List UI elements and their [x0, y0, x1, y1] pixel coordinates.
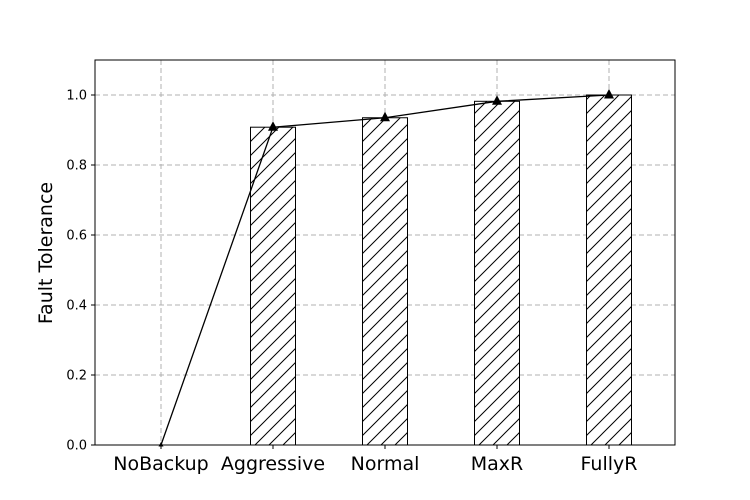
- bars: [250, 94, 632, 446]
- bar-fullyr: [586, 94, 632, 446]
- bar-aggressive: [250, 126, 296, 446]
- bar-maxr: [474, 100, 520, 446]
- y-tick-label: 0.2: [66, 369, 87, 384]
- axes: 0.0 0.2 0.4 0.6 0.8 1.0 NoBackup Aggressive Norm…: [66, 59, 676, 475]
- x-tick-label: Aggressive: [221, 453, 325, 475]
- marker-normal: [380, 111, 390, 122]
- marker-maxr: [492, 95, 502, 105]
- y-tick-label: 0.6: [66, 229, 87, 244]
- x-tick-label: MaxR: [471, 453, 523, 475]
- y-tick-label: 1.0: [66, 89, 87, 104]
- bar-normal: [362, 117, 408, 446]
- marker-aggressive: [268, 121, 278, 131]
- y-tick-label: 0.4: [66, 299, 87, 314]
- y-tick-label: 0.8: [66, 159, 87, 174]
- marker-fullyr: [604, 89, 614, 99]
- y-axis-title: Fault Tolerance: [35, 182, 57, 324]
- x-tick-label: Normal: [351, 453, 420, 475]
- x-tick-label: FullyR: [581, 453, 638, 475]
- y-tick-label: 0.0: [66, 439, 87, 454]
- x-tick-label: NoBackup: [113, 453, 208, 475]
